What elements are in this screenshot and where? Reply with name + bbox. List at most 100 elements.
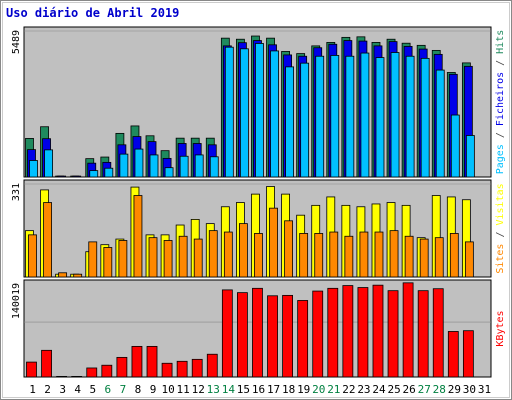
x-day-label: 12 — [192, 383, 205, 396]
x-day-label: 27 — [418, 383, 431, 396]
pages-bar — [149, 154, 159, 178]
legend-part: KBytes — [495, 310, 506, 346]
x-day-label: 16 — [252, 383, 265, 396]
sites-bar — [329, 231, 339, 278]
x-day-label: 10 — [161, 383, 174, 396]
kbytes-bar — [176, 360, 188, 378]
sites-bar — [163, 240, 173, 278]
pages-bar — [89, 170, 99, 178]
ficheiros-bar — [57, 175, 67, 178]
visits-sites-ymax-label: 331 — [11, 183, 22, 201]
pages-bar — [405, 55, 415, 178]
sites-bar — [28, 234, 37, 278]
pages-bar — [164, 167, 174, 178]
pages-bar — [44, 149, 53, 178]
pages-bar — [450, 114, 460, 178]
kbytes-bar — [447, 331, 459, 378]
sites-bar — [148, 237, 158, 278]
kbytes-bar — [101, 364, 113, 378]
kbytes-bar — [221, 289, 233, 378]
sites-bar — [254, 233, 263, 278]
hits-files-pages-ymax-label: 5489 — [11, 30, 22, 54]
kbytes-bar — [86, 367, 98, 378]
sites-bar — [73, 273, 83, 278]
pages-bar — [465, 135, 475, 178]
kbytes-legend-label: KBytes — [495, 310, 506, 346]
x-day-label: 3 — [59, 383, 66, 396]
x-day-label: 28 — [433, 383, 446, 396]
x-day-label: 2 — [44, 383, 51, 396]
legend-part: Visitas — [495, 183, 506, 225]
kbytes-bar — [252, 287, 263, 378]
kbytes-bar — [191, 358, 203, 378]
kbytes-bar — [267, 295, 278, 378]
visits-sites-panel: 331 Sites / Visitas — [11, 179, 506, 278]
kbytes-bar — [312, 290, 324, 378]
sites-bar — [43, 202, 52, 278]
sites-bar — [178, 235, 188, 278]
kbytes-bar — [327, 287, 339, 378]
legend-part: Ficheiros — [495, 72, 506, 126]
x-day-label: 17 — [267, 383, 280, 396]
sites-bar — [103, 247, 113, 278]
kbytes-bar — [282, 294, 293, 378]
x-day-label: 15 — [237, 383, 250, 396]
kbytes-bar — [357, 287, 369, 378]
x-day-label: 25 — [387, 383, 400, 396]
x-day-label: 8 — [135, 383, 142, 396]
x-day-label: 22 — [342, 383, 355, 396]
pages-bar — [134, 148, 144, 178]
chart-title: Uso diário de Abril 2019 — [6, 6, 180, 20]
sites-bar — [419, 238, 429, 278]
sites-bar — [344, 235, 354, 278]
legend-part: / — [495, 126, 506, 144]
pages-bar — [209, 156, 219, 178]
sites-bar — [404, 235, 414, 278]
kbytes-bar — [417, 290, 429, 378]
x-day-label: 14 — [222, 383, 236, 396]
x-day-label: 18 — [282, 383, 295, 396]
sites-bar — [133, 195, 143, 278]
hits-files-pages-panel: 5489 Pages / Ficheiros / Hits — [11, 26, 506, 178]
x-day-label: 26 — [403, 383, 416, 396]
sites-bar — [269, 207, 278, 278]
kbytes-bar — [387, 290, 399, 378]
kbytes-bar — [372, 284, 384, 378]
x-day-label: 7 — [120, 383, 127, 396]
sites-bar — [88, 241, 98, 278]
kbytes-bar — [56, 376, 68, 378]
sites-bar — [389, 230, 399, 278]
sites-bar — [299, 233, 309, 278]
pages-bar — [360, 52, 370, 178]
kbytes-bar — [161, 362, 173, 378]
kbytes-bar — [206, 353, 218, 378]
x-day-label: 24 — [372, 383, 386, 396]
sites-bar — [58, 272, 68, 278]
kbytes-bar — [402, 282, 414, 378]
x-day-label: 13 — [207, 383, 220, 396]
sites-bar — [193, 238, 203, 278]
legend-part: / — [495, 54, 506, 72]
sites-bar — [239, 223, 248, 278]
visits-sites-legend-label: Sites / Visitas — [495, 183, 506, 273]
pages-bar — [29, 160, 38, 178]
sites-bar — [359, 231, 369, 278]
sites-bar — [449, 233, 459, 278]
kbytes-bar — [237, 292, 248, 378]
sites-bar — [284, 220, 293, 278]
pages-bar — [375, 57, 385, 178]
x-day-label: 29 — [448, 383, 461, 396]
kbytes-bar — [131, 345, 143, 378]
pages-bar — [435, 69, 445, 178]
pages-bar — [315, 55, 325, 178]
kbytes-bar — [41, 349, 52, 378]
x-day-label: 9 — [150, 383, 157, 396]
pages-bar — [194, 154, 204, 178]
x-day-label: 21 — [327, 383, 340, 396]
x-day-label: 23 — [357, 383, 370, 396]
sites-bar — [374, 231, 384, 278]
kbytes-ymax-label: 140019 — [11, 283, 22, 319]
sites-bar — [314, 233, 324, 278]
kbytes-bar — [462, 330, 474, 378]
